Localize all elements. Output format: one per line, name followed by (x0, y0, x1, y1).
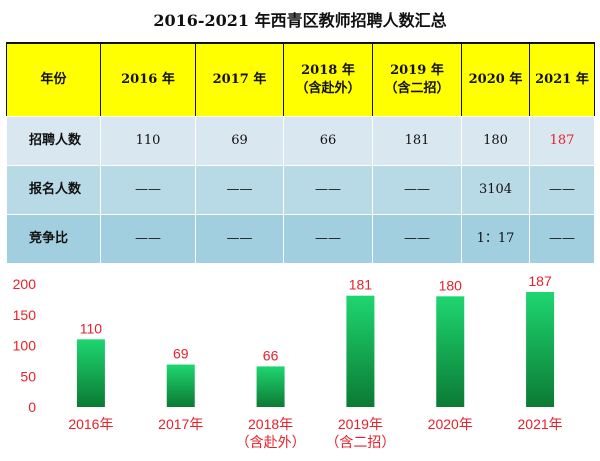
table-cell: —— (100, 165, 196, 215)
y-tick-label: 150 (13, 307, 37, 323)
x-tick-label: 2016年 (68, 416, 113, 432)
table-cell: 66 (283, 116, 373, 166)
table-row: 报名人数 —— —— —— —— 3104 —— (6, 165, 595, 215)
bar-value-label: 66 (263, 347, 279, 363)
x-tick-label: （含赴外） (236, 434, 306, 450)
table-cell: —— (195, 214, 284, 264)
bar (346, 295, 375, 407)
recruitment-table: 年份 2016 年 2017 年 2018 年（含赴外） 2019 年（含二招）… (6, 42, 595, 264)
recruitment-bar-chart: 0 50 100 150 200 110 69 66 181 180 187 2016年 2017年… (13, 273, 563, 450)
table-cell: 187 (529, 116, 595, 166)
table-row: 招聘人数 110 69 66 181 180 187 (6, 116, 595, 166)
y-tick-label: 100 (13, 338, 37, 354)
table-cell: 1：17 (461, 214, 530, 264)
bar (256, 366, 285, 407)
table-cell: —— (529, 214, 595, 264)
row-label: 报名人数 (6, 165, 101, 215)
row-label: 竞争比 (6, 214, 101, 264)
table-cell: 181 (372, 116, 462, 166)
bar (76, 339, 105, 407)
table-cell: —— (529, 165, 595, 215)
x-tick-label: 2018年 (248, 416, 293, 432)
y-tick-label: 200 (13, 276, 37, 292)
x-tick-label: 2019年 (338, 416, 383, 432)
y-tick-label: 50 (20, 368, 36, 384)
row-label: 招聘人数 (6, 116, 101, 166)
bar-value-label: 69 (173, 346, 189, 362)
table-cell: 110 (100, 116, 196, 166)
header-2017: 2017 年 (195, 42, 284, 117)
bar (436, 296, 465, 407)
x-tick-label: 2017年 (158, 416, 203, 432)
table-cell: 3104 (461, 165, 530, 215)
header-2016: 2016 年 (100, 42, 196, 117)
header-2018: 2018 年（含赴外） (283, 42, 373, 117)
table-cell: 69 (195, 116, 284, 166)
table-cell: —— (283, 165, 373, 215)
bar-value-label: 187 (528, 273, 552, 289)
table-row: 竞争比 —— —— —— —— 1：17 —— (6, 214, 595, 264)
table-cell: —— (283, 214, 373, 264)
header-2019: 2019 年（含二招） (372, 42, 462, 117)
header-2021: 2021 年 (529, 42, 595, 117)
bar (526, 291, 555, 407)
x-tick-label: 2020年 (428, 416, 473, 432)
x-tick-label: 2021年 (518, 416, 563, 432)
table-cell: —— (372, 214, 462, 264)
table-cell: —— (195, 165, 284, 215)
header-2020: 2020 年 (461, 42, 530, 117)
x-tick-label: （含二招） (325, 434, 395, 450)
table-cell: —— (372, 165, 462, 215)
bar-value-label: 110 (80, 320, 103, 336)
table-cell: —— (100, 214, 196, 264)
bar (166, 364, 195, 407)
table-header-row: 年份 2016 年 2017 年 2018 年（含赴外） 2019 年（含二招）… (6, 42, 595, 117)
bar-value-label: 180 (439, 277, 463, 293)
header-year: 年份 (6, 42, 101, 117)
page-title: 2016-2021 年西青区教师招聘人数汇总 (153, 11, 447, 30)
bar-value-label: 181 (349, 277, 373, 293)
y-tick-label: 0 (28, 399, 36, 415)
table-cell: 180 (461, 116, 530, 166)
